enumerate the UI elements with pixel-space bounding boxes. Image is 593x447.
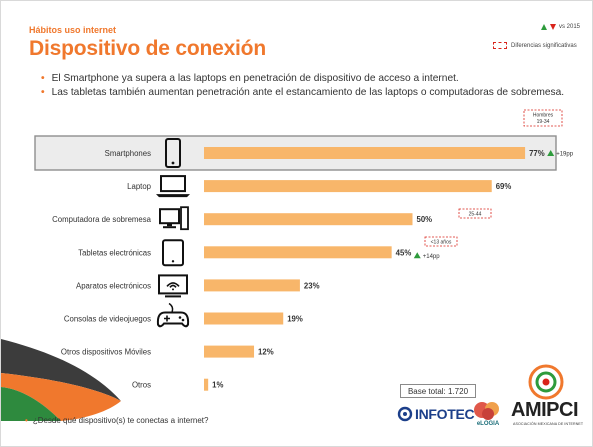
category-label: Aparatos electrónicos <box>76 281 151 290</box>
bar <box>204 378 209 391</box>
bar <box>204 180 492 193</box>
section-eyebrow: Hábitos uso internet <box>29 25 117 35</box>
value-label: 19% <box>287 315 303 324</box>
bullet-dot-icon: • <box>25 416 28 425</box>
chart-rows: Smartphones 77% Laptop 69% Computadora de so… <box>34 109 574 391</box>
chart-row: Computadora de sobremesa 50% <box>52 206 433 231</box>
legend-diff-label: Diferencias significativas <box>511 42 577 49</box>
significance-note-text: 19-34 <box>537 119 550 125</box>
change-label: +19pp <box>556 152 574 158</box>
category-label: Consolas de videojuegos <box>64 315 151 324</box>
bullet-text: Las tabletas también aumentan penetració… <box>51 87 565 98</box>
bullet-dot-icon: • <box>41 87 45 98</box>
significance-note-text: Hombres <box>533 113 554 119</box>
base-total-box: Base total: 1.720 <box>400 384 476 398</box>
chart-row: Aparatos electrónicos 23% <box>76 274 320 298</box>
value-label: 69% <box>496 182 512 191</box>
amipci-logo: AMIPCI ASOCIACIÓN MEXICANA DE INTERNET <box>509 363 584 435</box>
dashed-box-icon <box>424 236 458 247</box>
amipci-logo-text: AMIPCI <box>511 399 579 421</box>
category-label: Smartphones <box>105 149 151 158</box>
survey-question: • ¿Desde qué dispositivo(s) te conectas … <box>25 416 208 425</box>
dashed-box-icon <box>493 42 507 49</box>
up-arrow-icon <box>541 24 547 30</box>
amipci-mark-icon <box>528 364 564 400</box>
gamepad-icon <box>156 302 190 328</box>
value-label: 23% <box>304 281 320 290</box>
bar <box>204 246 392 259</box>
change-indicator: +14pp <box>413 252 441 260</box>
up-arrow-icon <box>413 252 421 259</box>
bullet-dot-icon: • <box>41 73 45 84</box>
decorative-swoosh <box>1 339 121 421</box>
significance-note: 25-44 <box>458 208 492 219</box>
elogia-logo-text: eLOGIA <box>476 421 500 427</box>
laptop-icon <box>156 175 190 198</box>
smartphone-icon <box>165 138 181 168</box>
value-label: 77% <box>529 149 545 158</box>
chart-row: Tabletas electrónicas 45% <box>78 239 412 267</box>
bullet-item: • El Smartphone ya supera a las laptops … <box>41 72 564 86</box>
category-label: Tabletas electrónicas <box>78 248 151 257</box>
dashed-box-icon <box>523 109 563 127</box>
chart-row: Smartphones 77% <box>34 135 557 171</box>
significance-note-text: 25-44 <box>469 212 482 218</box>
bar <box>204 213 413 226</box>
bar <box>204 345 255 358</box>
infotec-logo: INFOTEC <box>397 406 475 422</box>
survey-question-text: ¿Desde qué dispositivo(s) te conectas a … <box>32 416 209 425</box>
infotec-mark-icon <box>397 406 413 422</box>
significance-note: <13 años <box>424 236 458 247</box>
change-label: +14pp <box>423 254 441 260</box>
category-label: Otros dispositivos Móviles <box>61 348 151 357</box>
infotec-logo-text: INFOTEC <box>415 406 475 422</box>
amipci-logo-subtitle: ASOCIACIÓN MEXICANA DE INTERNET <box>513 422 584 426</box>
page-title: Dispositivo de conexión <box>29 37 266 60</box>
significance-note-text: <13 años <box>431 240 452 246</box>
value-label: 45% <box>396 248 412 257</box>
smart-tv-icon <box>158 274 188 298</box>
change-indicator: +19pp <box>547 150 574 158</box>
bullet-text: El Smartphone ya supera a las laptops en… <box>51 73 459 84</box>
dashed-box-icon <box>458 208 492 219</box>
bullet-item: • Las tabletas también aumentan penetrac… <box>41 86 564 100</box>
category-label: Otros <box>132 381 151 390</box>
legend-vs: vs 2015 <box>541 24 580 30</box>
elogia-logo: eLOGIA <box>471 399 505 429</box>
value-label: 12% <box>258 348 274 357</box>
up-arrow-icon <box>547 150 555 156</box>
legend-vs-label: vs 2015 <box>559 24 581 30</box>
chart-row: Laptop 69% <box>127 175 512 198</box>
bullet-list: • El Smartphone ya supera a las laptops … <box>41 72 564 100</box>
bar <box>204 312 284 325</box>
category-label: Laptop <box>127 182 152 191</box>
tablet-icon <box>162 239 184 267</box>
bar <box>204 147 526 159</box>
value-label: 50% <box>417 215 433 224</box>
chart-row: Consolas de videojuegos 19% <box>64 302 303 328</box>
chart-row: Otros 1% <box>132 378 224 391</box>
value-label: 1% <box>212 381 223 390</box>
chart-row: Otros dispositivos Móviles 12% <box>61 345 274 358</box>
elogia-mark-icon <box>474 402 499 420</box>
legend-significance: Diferencias significativas <box>493 42 577 49</box>
down-arrow-icon <box>550 24 556 30</box>
desktop-computer-icon <box>159 206 189 231</box>
bar <box>204 279 300 292</box>
category-label: Computadora de sobremesa <box>52 215 151 224</box>
